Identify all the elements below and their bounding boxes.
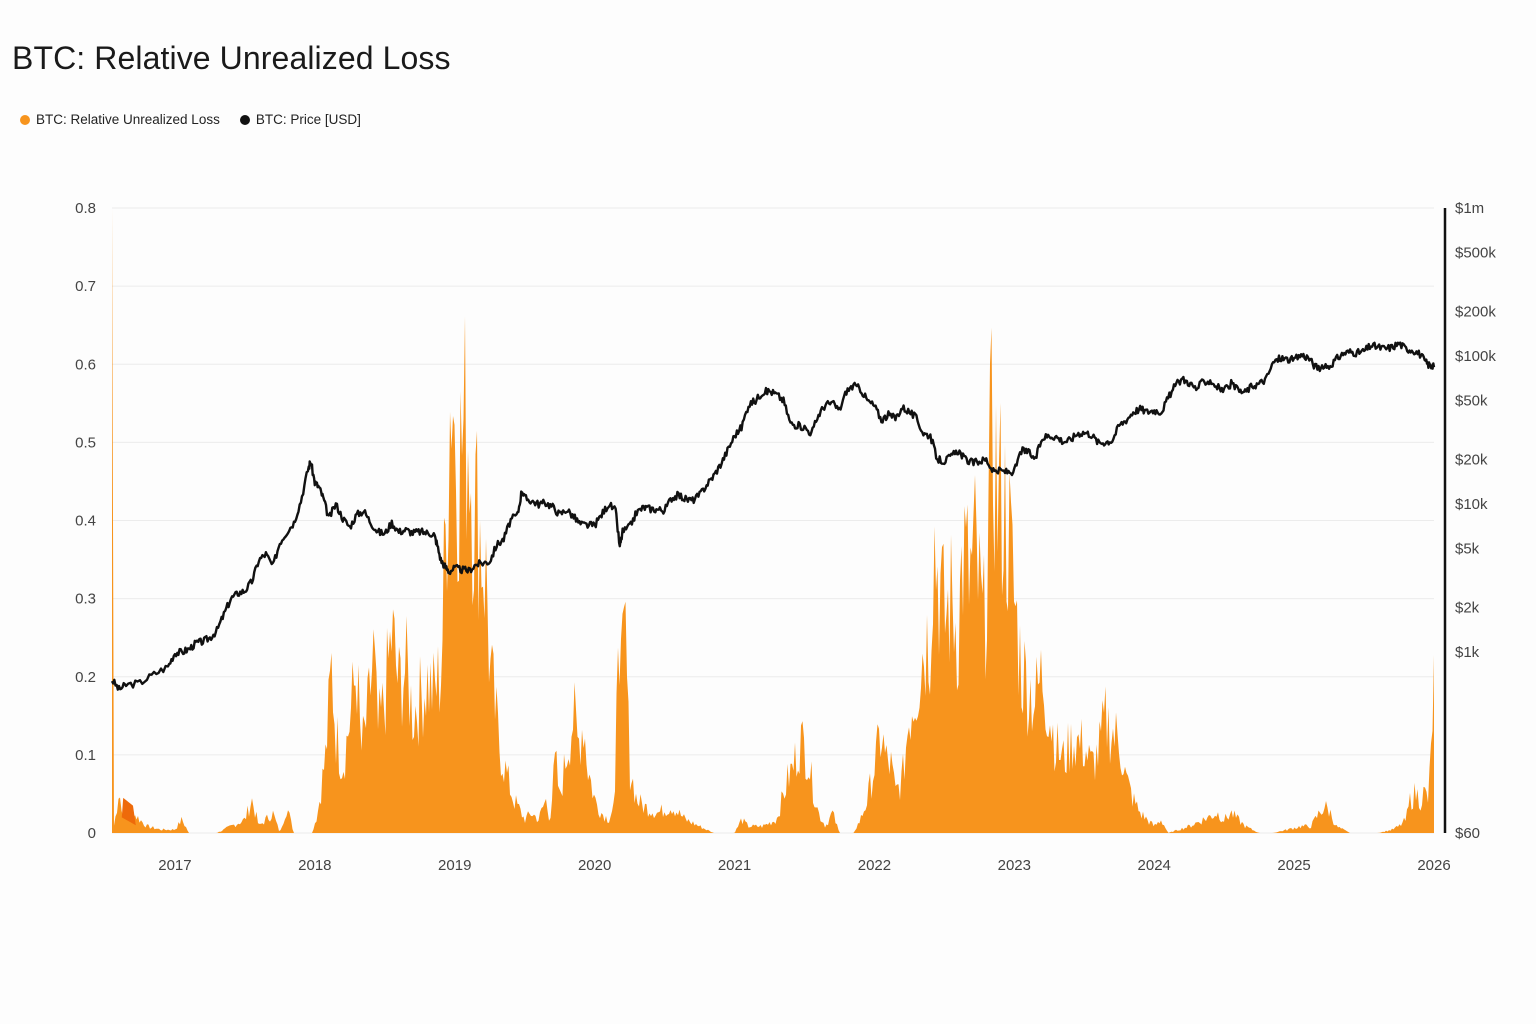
x-tick-label: 2022 — [858, 857, 891, 874]
y-left-tick-label: 0.8 — [75, 200, 96, 217]
legend-dot-loss — [20, 114, 30, 125]
y-left-tick-label: 0.7 — [75, 278, 96, 295]
y-right-tick-label: $2k — [1455, 600, 1480, 617]
y-right-tick-label: $50k — [1455, 393, 1488, 410]
y-left-tick-label: 0.1 — [75, 747, 96, 764]
legend: BTC: Relative Unrealized Loss BTC: Price… — [20, 112, 361, 127]
y-left-tick-label: 0.6 — [75, 356, 96, 373]
y-right-tick-label: $100k — [1455, 348, 1496, 365]
loss-area — [112, 208, 1434, 833]
x-tick-label: 2021 — [718, 857, 751, 874]
y-right-tick-label: $1k — [1455, 644, 1480, 661]
y-right-tick-label: $20k — [1455, 452, 1488, 469]
y-right-tick-label: $1m — [1455, 200, 1484, 217]
price-line — [110, 341, 1436, 691]
legend-item-price[interactable]: BTC: Price [USD] — [239, 112, 361, 127]
x-tick-label: 2017 — [158, 857, 191, 874]
x-tick-label: 2023 — [998, 857, 1031, 874]
legend-label-price: BTC: Price [USD] — [255, 112, 361, 127]
x-tick-label: 2019 — [438, 857, 471, 874]
legend-item-loss[interactable]: BTC: Relative Unrealized Loss — [20, 112, 220, 127]
y-left-tick-label: 0.4 — [75, 513, 96, 530]
y-right-tick-label: $60 — [1455, 825, 1480, 842]
y-left-tick-label: 0.2 — [75, 669, 96, 686]
y-left-tick-label: 0 — [88, 825, 96, 842]
x-tick-label: 2025 — [1277, 857, 1310, 874]
loss-area-early — [121, 797, 136, 826]
x-tick-label: 2024 — [1138, 857, 1171, 874]
y-left-tick-label: 0.3 — [75, 591, 96, 608]
y-left-tick-label: 0.5 — [75, 434, 96, 451]
legend-label-loss: BTC: Relative Unrealized Loss — [36, 112, 220, 127]
x-tick-label: 2018 — [298, 857, 331, 874]
y-right-tick-label: $5k — [1455, 541, 1480, 558]
x-tick-label: 2026 — [1417, 857, 1450, 874]
x-tick-label: 2020 — [578, 857, 611, 874]
y-right-tick-label: $10k — [1455, 496, 1488, 513]
chart-title: BTC: Relative Unrealized Loss — [12, 40, 451, 76]
y-right-tick-label: $200k — [1455, 303, 1496, 320]
legend-dot-price — [239, 114, 250, 125]
y-right-tick-label: $500k — [1455, 245, 1496, 262]
